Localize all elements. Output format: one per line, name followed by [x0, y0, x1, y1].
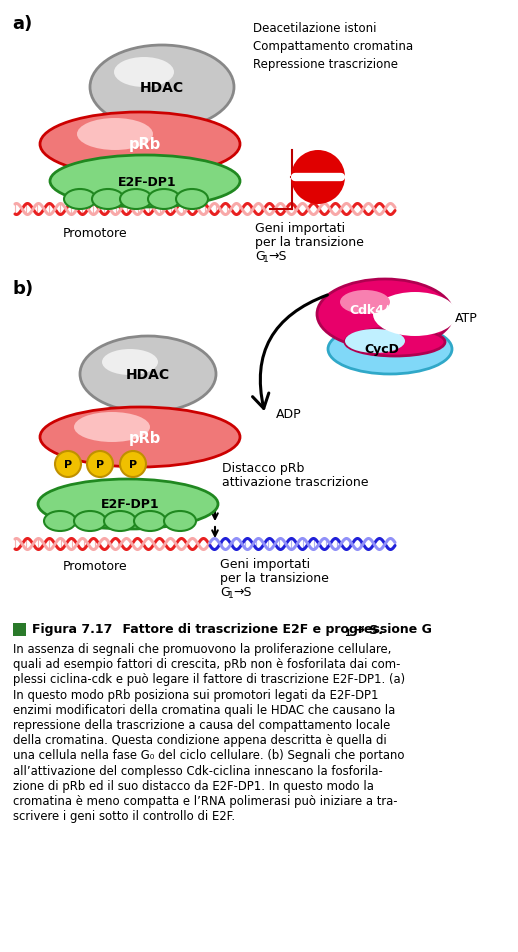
Ellipse shape: [80, 337, 216, 412]
Circle shape: [55, 451, 81, 478]
Text: per la transizione: per la transizione: [220, 571, 329, 585]
Text: →S: →S: [268, 249, 286, 263]
Text: Geni importati: Geni importati: [255, 222, 345, 235]
Text: Compattamento cromatina: Compattamento cromatina: [253, 40, 413, 53]
Text: all’attivazione del complesso Cdk-ciclina innescano la fosforila-: all’attivazione del complesso Cdk-ciclin…: [13, 764, 383, 777]
Text: P: P: [96, 460, 104, 469]
Text: plessi ciclina-cdk e può legare il fattore di trascrizione E2F-DP1. (a): plessi ciclina-cdk e può legare il fatto…: [13, 673, 405, 685]
FancyArrowPatch shape: [253, 296, 327, 409]
Text: HDAC: HDAC: [126, 367, 170, 382]
Ellipse shape: [74, 412, 150, 443]
Bar: [13, 624, 26, 636]
Text: Promotore: Promotore: [63, 560, 127, 572]
Text: In assenza di segnali che promuovono la proliferazione cellulare,: In assenza di segnali che promuovono la …: [13, 643, 392, 655]
Ellipse shape: [345, 328, 445, 357]
Ellipse shape: [40, 113, 240, 177]
Ellipse shape: [317, 280, 453, 349]
Text: 1: 1: [228, 590, 234, 600]
Text: ADP: ADP: [276, 408, 301, 421]
Text: Repressione trascrizione: Repressione trascrizione: [253, 58, 398, 71]
Text: G: G: [220, 585, 230, 599]
Text: P: P: [129, 460, 137, 469]
Text: repressione della trascrizione a causa del compattamento locale: repressione della trascrizione a causa d…: [13, 718, 390, 731]
Ellipse shape: [340, 290, 390, 315]
Ellipse shape: [90, 46, 234, 129]
Circle shape: [120, 451, 146, 478]
Text: scrivere i geni sotto il controllo di E2F.: scrivere i geni sotto il controllo di E2…: [13, 809, 235, 823]
Ellipse shape: [92, 189, 124, 209]
Text: → S.: → S.: [350, 623, 383, 636]
Text: per la transizione: per la transizione: [255, 236, 364, 248]
Ellipse shape: [44, 511, 76, 531]
Text: HDAC: HDAC: [140, 81, 184, 95]
Ellipse shape: [102, 349, 158, 376]
Text: Deacetilazione istoni: Deacetilazione istoni: [253, 22, 377, 35]
Ellipse shape: [120, 189, 152, 209]
Text: CycD: CycD: [365, 343, 399, 356]
Ellipse shape: [64, 189, 96, 209]
Text: zione di pRb ed il suo distacco da E2F-DP1. In questo modo la: zione di pRb ed il suo distacco da E2F-D…: [13, 779, 374, 792]
Ellipse shape: [328, 325, 452, 374]
Circle shape: [87, 451, 113, 478]
Ellipse shape: [148, 189, 180, 209]
Text: b): b): [12, 280, 33, 298]
Text: attivazione trascrizione: attivazione trascrizione: [222, 475, 368, 488]
Text: Figura 7.17: Figura 7.17: [32, 623, 112, 636]
Text: Fattore di trascrizione E2F e progressione G: Fattore di trascrizione E2F e progressio…: [105, 623, 432, 636]
Text: Distacco pRb: Distacco pRb: [222, 462, 305, 474]
Ellipse shape: [373, 292, 457, 337]
Text: 1: 1: [344, 627, 350, 637]
Ellipse shape: [345, 329, 405, 353]
Ellipse shape: [50, 156, 240, 208]
Text: della cromatina. Questa condizione appena descritta è quella di: della cromatina. Questa condizione appen…: [13, 733, 387, 746]
Ellipse shape: [164, 511, 196, 531]
Text: pRb: pRb: [129, 137, 161, 152]
Text: E2F-DP1: E2F-DP1: [100, 498, 160, 511]
Text: G: G: [255, 249, 265, 263]
Ellipse shape: [38, 480, 218, 529]
Ellipse shape: [176, 189, 208, 209]
Circle shape: [291, 150, 345, 205]
Ellipse shape: [74, 511, 106, 531]
Text: cromatina è meno compatta e l’RNA polimerasi può iniziare a tra-: cromatina è meno compatta e l’RNA polime…: [13, 794, 397, 807]
Text: una cellula nella fase G₀ del ciclo cellulare. (b) Segnali che portano: una cellula nella fase G₀ del ciclo cell…: [13, 748, 405, 762]
Text: In questo modo pRb posiziona sui promotori legati da E2F-DP1: In questo modo pRb posiziona sui promoto…: [13, 688, 379, 701]
Ellipse shape: [40, 407, 240, 467]
Text: 1: 1: [263, 255, 269, 264]
Text: a): a): [12, 15, 32, 33]
Text: E2F-DP1: E2F-DP1: [118, 175, 176, 188]
Text: →S: →S: [233, 585, 252, 599]
Ellipse shape: [104, 511, 136, 531]
Text: ATP: ATP: [455, 311, 478, 325]
Ellipse shape: [114, 58, 174, 88]
Text: pRb: pRb: [129, 430, 161, 445]
Text: Promotore: Promotore: [63, 227, 127, 240]
Text: enzimi modificatori della cromatina quali le HDAC che causano la: enzimi modificatori della cromatina qual…: [13, 704, 395, 716]
Text: quali ad esempio fattori di crescita, pRb non è fosforilata dai com-: quali ad esempio fattori di crescita, pR…: [13, 658, 400, 670]
Ellipse shape: [134, 511, 166, 531]
Ellipse shape: [77, 119, 153, 150]
Text: P: P: [64, 460, 72, 469]
Text: Geni importati: Geni importati: [220, 558, 310, 570]
Text: Cdk4/6: Cdk4/6: [349, 303, 397, 316]
